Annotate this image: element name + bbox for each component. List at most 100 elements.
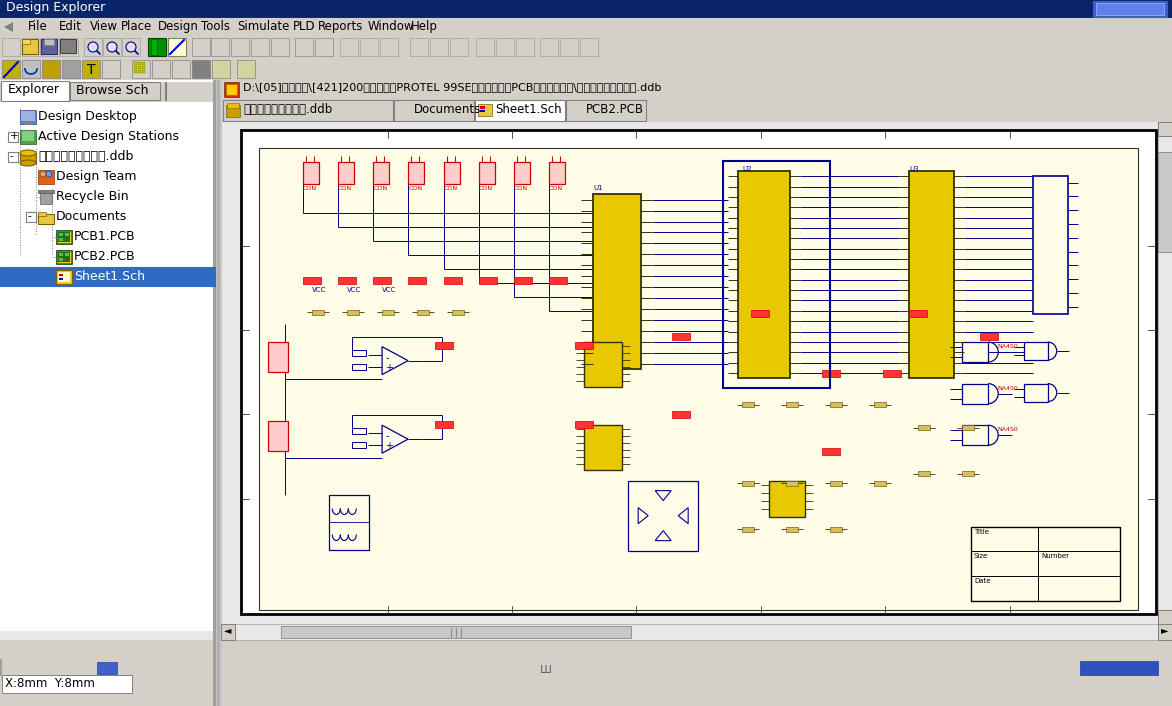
Bar: [57, 251, 71, 263]
Bar: [57, 272, 70, 282]
Bar: [142, 66, 145, 69]
Bar: [476, 38, 495, 56]
Bar: [40, 192, 52, 204]
Bar: [226, 105, 240, 117]
Text: CON: CON: [478, 186, 493, 191]
Bar: [227, 103, 239, 108]
Bar: [1023, 342, 1048, 360]
Bar: [70, 82, 161, 100]
Bar: [97, 662, 117, 674]
Bar: [0, 640, 1172, 706]
Bar: [0, 80, 214, 706]
Text: CON: CON: [302, 186, 318, 191]
Bar: [513, 277, 532, 285]
Bar: [417, 310, 429, 315]
Bar: [742, 481, 755, 486]
Text: NA4S0: NA4S0: [997, 385, 1018, 390]
Bar: [481, 106, 485, 109]
Bar: [962, 342, 988, 362]
Text: Explorer: Explorer: [8, 83, 60, 96]
Text: Ш: Ш: [540, 665, 552, 675]
Bar: [435, 342, 452, 349]
Text: Design Explorer: Design Explorer: [6, 1, 105, 14]
Bar: [1096, 3, 1164, 15]
Text: PCB1.PCB: PCB1.PCB: [74, 230, 136, 243]
Bar: [241, 130, 1156, 614]
Bar: [918, 425, 931, 430]
Bar: [213, 80, 214, 706]
Bar: [102, 60, 120, 78]
Text: U1: U1: [593, 185, 602, 191]
Bar: [548, 162, 565, 184]
Bar: [20, 153, 36, 163]
Bar: [226, 84, 237, 95]
Bar: [222, 80, 1172, 100]
Text: PCB2.PCB: PCB2.PCB: [74, 250, 136, 263]
Bar: [8, 152, 18, 162]
Bar: [57, 232, 70, 242]
Bar: [443, 277, 462, 285]
Bar: [172, 60, 190, 78]
Bar: [56, 250, 71, 264]
Polygon shape: [679, 508, 688, 524]
Bar: [443, 162, 459, 184]
Bar: [430, 38, 448, 56]
Text: Simulate: Simulate: [238, 20, 289, 33]
Bar: [883, 370, 901, 377]
Bar: [575, 421, 593, 428]
Bar: [138, 66, 141, 69]
Text: Design: Design: [157, 20, 198, 33]
Bar: [452, 310, 464, 315]
Bar: [786, 402, 798, 407]
Text: Edit: Edit: [59, 20, 82, 33]
Text: 精密恒流源数控部分.ddb: 精密恒流源数控部分.ddb: [243, 103, 332, 116]
Text: PCB2.PCB: PCB2.PCB: [586, 103, 643, 116]
Bar: [373, 162, 389, 184]
Bar: [103, 38, 121, 56]
Bar: [138, 62, 141, 65]
Bar: [786, 527, 798, 532]
Text: Number: Number: [1041, 554, 1069, 559]
Bar: [830, 402, 843, 407]
Bar: [21, 111, 35, 121]
Bar: [60, 39, 76, 53]
Bar: [1081, 661, 1158, 675]
Bar: [122, 38, 139, 56]
Text: -: -: [386, 353, 389, 363]
Bar: [315, 38, 333, 56]
Bar: [786, 481, 798, 486]
Bar: [281, 626, 631, 638]
Text: VCC: VCC: [347, 287, 361, 292]
Bar: [59, 274, 63, 276]
Bar: [41, 39, 57, 54]
Text: VCC: VCC: [382, 287, 396, 292]
Bar: [222, 624, 1172, 640]
Bar: [259, 148, 1138, 610]
Circle shape: [107, 42, 117, 52]
Bar: [38, 212, 46, 216]
Polygon shape: [655, 491, 672, 501]
Text: CON: CON: [338, 186, 353, 191]
Bar: [962, 425, 974, 430]
Text: ◄: ◄: [224, 625, 232, 635]
Bar: [59, 253, 63, 256]
Bar: [450, 38, 468, 56]
Bar: [267, 421, 288, 450]
Bar: [302, 277, 321, 285]
Bar: [1, 81, 69, 101]
Bar: [214, 80, 222, 706]
Bar: [168, 38, 186, 56]
Bar: [352, 349, 366, 356]
Bar: [874, 481, 886, 486]
Bar: [38, 190, 54, 193]
Bar: [475, 100, 565, 121]
Bar: [394, 100, 473, 121]
Text: Reports: Reports: [318, 20, 363, 33]
Bar: [134, 66, 137, 69]
Bar: [478, 277, 497, 285]
Text: NA4S0: NA4S0: [997, 344, 1018, 349]
Bar: [59, 233, 63, 236]
Bar: [560, 38, 578, 56]
Bar: [41, 38, 59, 56]
Bar: [22, 38, 40, 56]
